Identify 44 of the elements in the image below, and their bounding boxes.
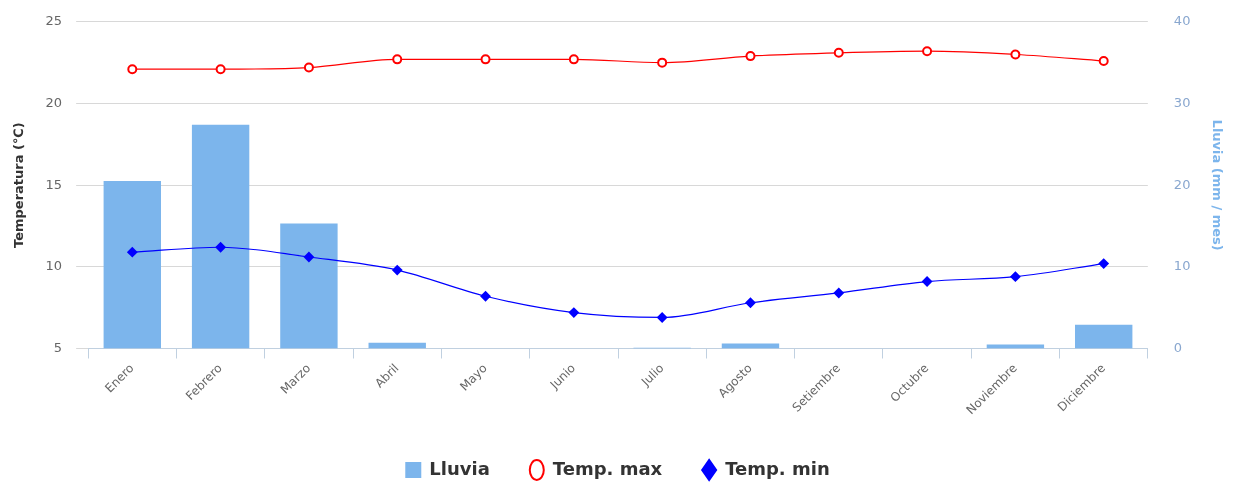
y-tick-label: 5	[53, 339, 63, 355]
point	[657, 57, 668, 68]
point	[833, 47, 844, 58]
y2-tick-label: 30	[1173, 94, 1191, 110]
bar	[191, 124, 250, 349]
point	[215, 242, 226, 253]
point	[480, 291, 491, 302]
point	[392, 265, 403, 276]
y-tick-label: 10	[45, 258, 63, 274]
point	[568, 54, 579, 65]
point	[127, 64, 138, 75]
point	[127, 247, 138, 258]
bar	[1075, 324, 1133, 349]
point	[922, 276, 933, 287]
bar	[986, 344, 1045, 349]
point	[568, 307, 579, 318]
point	[1098, 56, 1109, 67]
point	[480, 54, 491, 65]
y-tick-label: 15	[45, 176, 63, 192]
point	[303, 62, 314, 73]
point	[922, 46, 933, 57]
point	[215, 64, 226, 75]
point	[833, 287, 844, 298]
point	[745, 297, 756, 308]
point	[1098, 258, 1109, 269]
legend-label: Temp. min	[725, 457, 830, 479]
y-tick-label: 25	[45, 13, 63, 29]
bar	[280, 223, 338, 349]
y2-tick-label: 20	[1173, 176, 1191, 192]
y2-tick-label: 10	[1173, 258, 1191, 274]
legend-label: Lluvia	[429, 457, 490, 479]
point	[745, 51, 756, 62]
bar	[103, 181, 161, 349]
point	[392, 54, 403, 65]
y2-tick-label: 40	[1173, 13, 1191, 29]
point	[1010, 271, 1021, 282]
point	[303, 252, 314, 263]
point	[657, 312, 668, 323]
y2-tick-label: 0	[1173, 339, 1183, 355]
point	[1010, 49, 1021, 60]
legend-label: Temp. max	[552, 457, 663, 479]
y2-axis-title: Lluvia (mm / mes)	[1209, 119, 1225, 251]
y-tick-label: 20	[45, 94, 63, 110]
y-axis-title: Temperatura (℃)	[11, 122, 27, 248]
